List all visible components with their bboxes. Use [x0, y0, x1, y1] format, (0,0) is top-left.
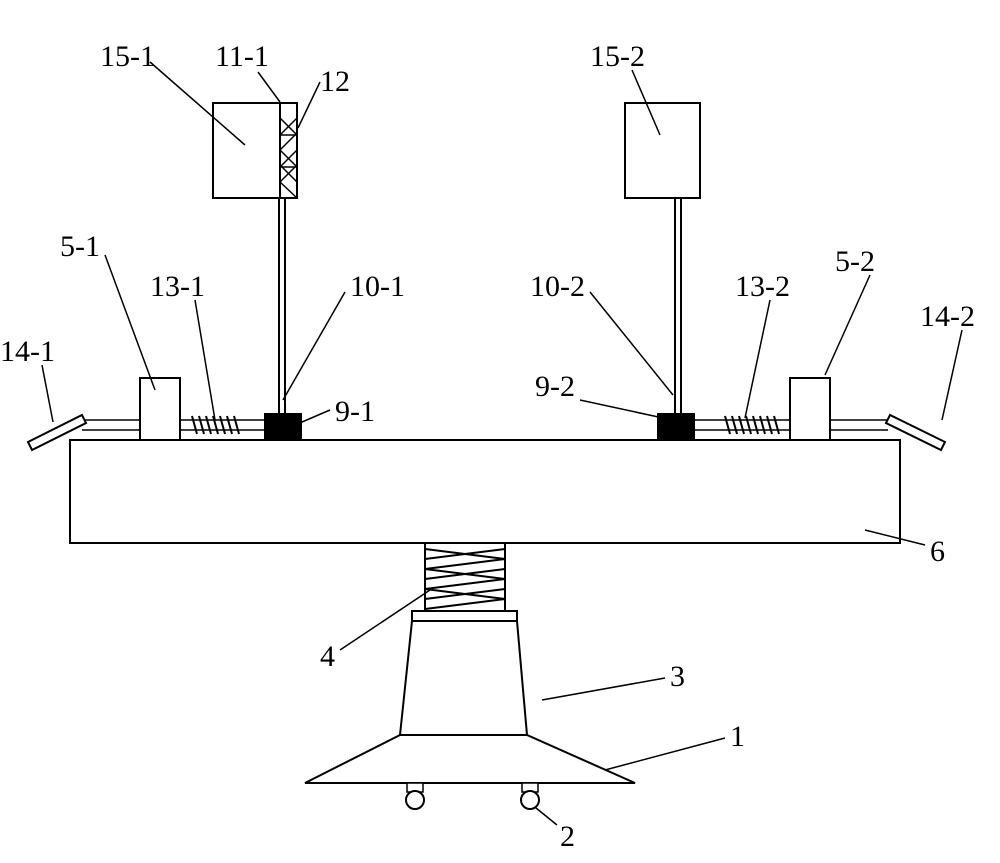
box-15-2: [625, 103, 700, 198]
label-6: 6: [930, 535, 945, 569]
box-5-1: [140, 378, 180, 440]
spring-4: [425, 543, 505, 611]
screw-13-2: [725, 416, 779, 434]
label-15-1: 15-1: [100, 40, 155, 74]
label-3: 3: [670, 660, 685, 694]
label-13-1: 13-1: [150, 270, 205, 304]
diagram-canvas: [0, 0, 1000, 863]
base-cone-1: [305, 735, 635, 783]
label-12: 12: [320, 65, 350, 99]
label-14-2: 14-2: [920, 300, 975, 334]
label-15-2: 15-2: [590, 40, 645, 74]
label-5-1: 5-1: [60, 230, 100, 264]
label-10-1: 10-1: [350, 270, 405, 304]
label-13-2: 13-2: [735, 270, 790, 304]
label-1: 1: [730, 720, 745, 754]
block-9-2: [657, 413, 695, 440]
wheel-left: [406, 791, 424, 809]
label-14-1: 14-1: [0, 335, 55, 369]
label-5-2: 5-2: [835, 245, 875, 279]
box-5-2: [790, 378, 830, 440]
label-11-1: 11-1: [215, 40, 269, 74]
label-9-2: 9-2: [535, 370, 575, 404]
main-beam: [70, 440, 900, 543]
wheel-right: [521, 791, 539, 809]
label-2: 2: [560, 820, 575, 854]
label-9-1: 9-1: [335, 395, 375, 429]
label-10-2: 10-2: [530, 270, 585, 304]
label-4: 4: [320, 640, 335, 674]
box-15-1: [213, 103, 280, 198]
pedestal-3-top: [412, 611, 517, 621]
block-9-1: [264, 413, 302, 440]
pedestal-3-body: [400, 621, 527, 735]
